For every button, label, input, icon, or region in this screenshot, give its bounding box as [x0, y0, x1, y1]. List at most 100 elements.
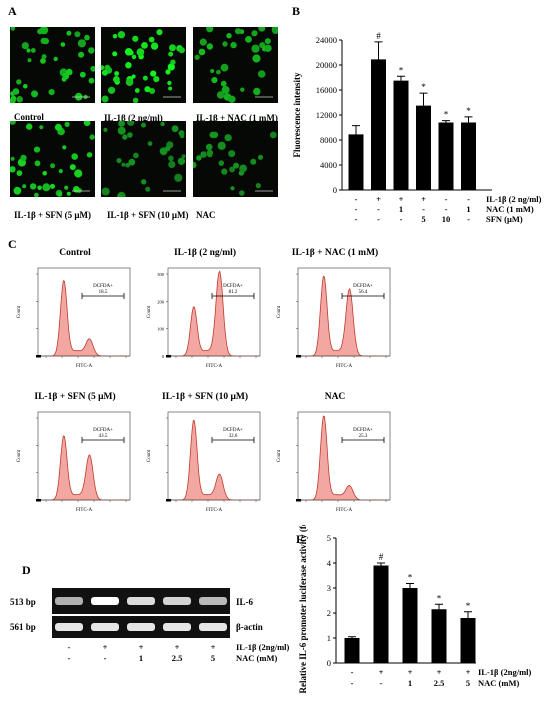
condition-value: + [376, 194, 381, 204]
fluorescent-cell [239, 190, 245, 196]
fluorescent-cell [125, 78, 134, 86]
fluorescent-cell [245, 36, 252, 43]
luciferase-bar-chart: 0 1 2 3 4 5 Relative IL-6 promoter luciferase … [298, 525, 532, 693]
condition-value: 5 [421, 214, 425, 224]
x-axis-label: FITC-A [206, 508, 223, 513]
fluorescent-cell [269, 131, 277, 139]
flow-plot-title: IL-1β (2 ng/ml) [173, 248, 236, 258]
y-tick-label: 5 [327, 533, 331, 543]
fluorescent-cell [74, 169, 83, 178]
condition-value: - [377, 214, 380, 224]
fluorescent-cell [181, 154, 186, 159]
panel-label-e: E [296, 532, 305, 546]
flow-plot-title: Control [59, 248, 91, 258]
fluorescent-cell [264, 38, 271, 45]
fluorescent-cell [218, 160, 225, 166]
fluorescent-cell [117, 31, 126, 39]
significance-marker: * [466, 601, 471, 611]
fluorescent-cell [220, 80, 227, 87]
condition-row-label: IL-1β (2ng/ml) [478, 667, 532, 677]
condition-row-label: IL-1β (2 ng/ml) [486, 194, 542, 204]
panel-label-b: B [292, 4, 301, 18]
flow-histogram: FITC-A Count DCFDA+43.5 [17, 411, 131, 513]
fluorescent-cell [13, 186, 22, 195]
condition-value: - [355, 214, 358, 224]
fluorescent-cell [79, 71, 86, 78]
histogram-curve [38, 435, 130, 501]
gel-band [55, 623, 83, 631]
fluorescent-cell [34, 192, 39, 197]
condition-value: 2.5 [434, 678, 445, 688]
y-tick-label: 0 [333, 185, 337, 195]
condition-value: + [437, 667, 442, 677]
fluorescent-cell [42, 171, 47, 176]
fluorescent-cell [64, 121, 70, 127]
y-tick-label: 12000 [316, 110, 337, 120]
gel-band [127, 597, 155, 605]
fluorescent-cell [178, 130, 185, 137]
fluorescent-cell [12, 88, 20, 95]
x-axis-label: FITC-A [336, 364, 353, 369]
fluorescent-cell [66, 191, 71, 196]
fluorescent-cell [230, 41, 237, 49]
condition-value: - [355, 194, 358, 204]
fluorescent-cell [168, 160, 176, 169]
fluorescent-cell [114, 71, 119, 76]
gate-label: DCFDA+ [223, 428, 243, 433]
fluorescent-cell [20, 154, 27, 162]
fluorescent-cell [147, 141, 153, 146]
fluorescent-cell [27, 58, 32, 63]
gel-condition-value: - [67, 653, 71, 663]
fluorescent-cell [240, 87, 245, 92]
fluorescent-cell [101, 187, 110, 196]
fluorescent-cell [16, 170, 23, 176]
fluorescent-cell [174, 173, 183, 182]
micrograph-image [193, 121, 278, 197]
gel-condition-value: 5 [210, 653, 216, 663]
condition-row-label: NAC (1 mM) [486, 204, 534, 214]
fluorescent-cell [103, 127, 108, 132]
gel-band [199, 597, 227, 605]
histogram-curve [168, 270, 260, 357]
condition-row-label: NAC (mM) [478, 678, 519, 688]
fluorescent-cell [88, 47, 95, 54]
gel-band [199, 623, 227, 631]
significance-marker: * [408, 573, 413, 583]
fluorescent-cell [127, 121, 135, 126]
flow-plot: FITC-A Count DCFDA+ 25.3 [270, 404, 400, 524]
fluorescent-cell [199, 38, 207, 46]
flow-plot: FITC-A Count DCFDA+ 43.5 [10, 404, 140, 524]
gel-condition-value: - [103, 653, 107, 663]
fluorescent-cell [42, 183, 51, 192]
fluorescent-cell [148, 36, 155, 43]
micrograph-caption: IL-1β + SFN (5 μM) [14, 210, 91, 220]
flow-plot: FITC-A Count DCFDA+ 32.6 [140, 404, 270, 524]
y-tick-label: 2 [327, 608, 331, 618]
fluorescent-cell [205, 143, 213, 151]
fluorescent-cell [22, 184, 27, 189]
plot-frame [297, 267, 391, 357]
micrograph-caption: Control [14, 112, 44, 122]
flow-plot: FITC-A Count DCFDA+ 56.4 [270, 260, 400, 380]
gel-condition-value: 2.5 [171, 653, 183, 663]
fluorescent-cell [221, 168, 228, 175]
condition-value: - [355, 204, 358, 214]
x-axis-label: FITC-A [76, 364, 93, 369]
plot-frame [167, 411, 261, 501]
fluorescent-cell [239, 164, 247, 173]
fluorescent-cell [252, 54, 261, 63]
y-axis-label: Count [147, 305, 152, 318]
fluorescent-cell [145, 186, 151, 192]
fluorescent-cell [101, 69, 108, 76]
y-tick-label: 300 [157, 272, 165, 277]
fluorescent-cell [112, 33, 118, 39]
fluorescent-cell [168, 51, 174, 57]
fluorescent-cell [198, 48, 206, 56]
fluorescent-cell [228, 95, 236, 103]
fluorescent-cell [62, 145, 67, 150]
fluorescent-cell [133, 152, 139, 159]
fluorescent-cell [141, 122, 146, 128]
fluorescent-cell [108, 86, 116, 94]
fluorescent-cell [132, 35, 139, 42]
panel-label-a: A [8, 4, 17, 18]
